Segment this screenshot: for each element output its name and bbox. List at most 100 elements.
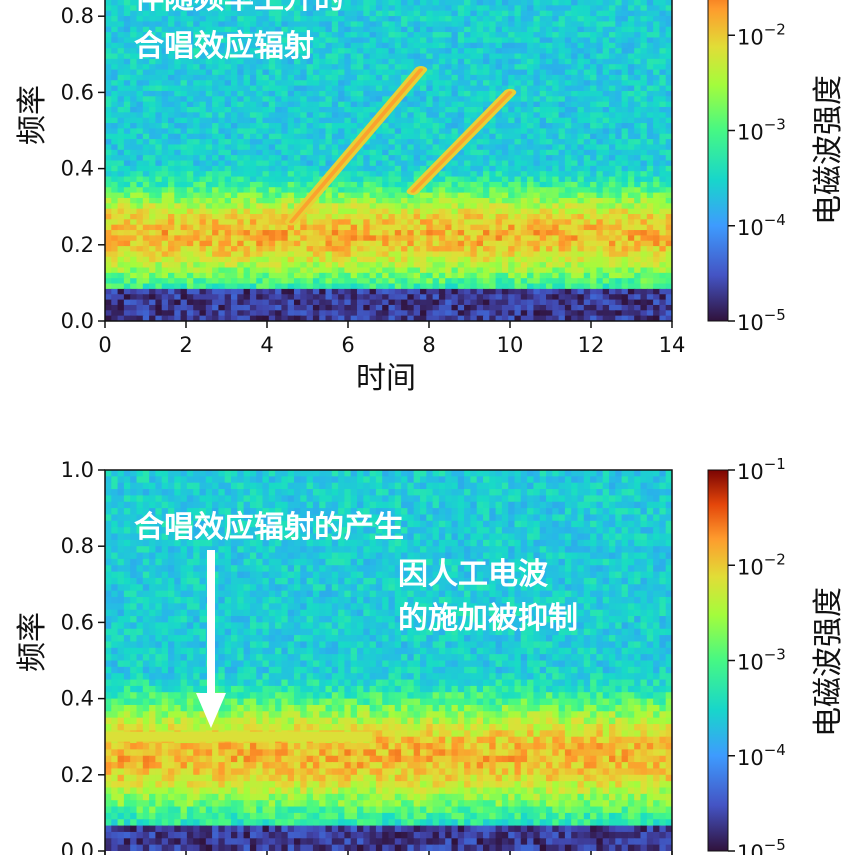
heatmap-cell [199, 10, 207, 17]
heatmap-cell [149, 74, 157, 81]
heatmap-cell [621, 58, 630, 65]
heatmap-cell [577, 267, 585, 274]
heatmap-cell [445, 32, 453, 39]
heatmap-cell [483, 262, 491, 269]
heatmap-cell [653, 85, 661, 92]
heatmap-cell [659, 5, 667, 12]
heatmap-cell [483, 32, 491, 39]
heatmap-cell [438, 144, 447, 151]
heatmap-cell [331, 10, 340, 17]
heatmap-cell [268, 112, 277, 119]
heatmap-cell [325, 16, 333, 23]
heatmap-cell [180, 272, 189, 279]
heatmap-cell [331, 106, 340, 113]
heatmap-cell [117, 176, 126, 183]
heatmap-cell [401, 251, 409, 258]
heatmap-cell [388, 16, 396, 23]
heatmap-cell [646, 32, 655, 39]
heatmap-cell [117, 246, 126, 253]
heatmap-cell [123, 128, 132, 135]
heatmap-cell [161, 224, 170, 231]
heatmap-cell [634, 64, 642, 71]
heatmap-cell [212, 139, 220, 146]
heatmap-cell [438, 26, 447, 33]
heatmap-cell [193, 224, 201, 231]
heatmap-cell [142, 214, 151, 221]
heatmap-cell [640, 155, 648, 162]
heatmap-cell [583, 117, 592, 124]
heatmap-cell [445, 235, 453, 242]
heatmap-cell [445, 85, 453, 92]
heatmap-cell [331, 272, 340, 279]
heatmap-cell [249, 42, 258, 49]
heatmap-cell [287, 128, 296, 135]
heatmap-cell [394, 155, 403, 162]
heatmap-cell [230, 80, 239, 87]
heatmap-cell [243, 112, 252, 119]
heatmap-cell [520, 139, 529, 146]
heatmap-cell [520, 96, 529, 103]
heatmap-cell [212, 224, 220, 231]
heatmap-cell [432, 37, 441, 44]
heatmap-cell [426, 203, 434, 210]
heatmap-cell [382, 283, 390, 290]
heatmap-cell [268, 181, 277, 188]
heatmap-cell [546, 155, 554, 162]
heatmap-cell [344, 58, 352, 65]
heatmap-cell [646, 187, 655, 194]
heatmap-cell [596, 203, 604, 210]
heatmap-cell [256, 128, 264, 135]
heatmap-cell [445, 53, 453, 60]
heatmap-cell [577, 187, 585, 194]
heatmap-cell [394, 26, 403, 33]
heatmap-cell [558, 235, 567, 242]
heatmap-cell [514, 171, 522, 178]
heatmap-cell [401, 144, 409, 151]
heatmap-cell [142, 133, 151, 140]
heatmap-cell [275, 294, 283, 301]
heatmap-cell [457, 256, 466, 263]
heatmap-cell [445, 128, 453, 135]
heatmap-cell [142, 278, 151, 285]
heatmap-cell [388, 90, 396, 97]
heatmap-cell [508, 160, 516, 167]
heatmap-cell [640, 230, 648, 237]
heatmap-cell [174, 69, 182, 76]
heatmap-cell [287, 21, 296, 28]
heatmap-cell [161, 235, 170, 242]
heatmap-cell [218, 48, 226, 55]
heatmap-cell [205, 69, 214, 76]
heatmap-cell [218, 246, 226, 253]
heatmap-cell [546, 16, 554, 23]
heatmap-cell [243, 90, 252, 97]
heatmap-cell [583, 128, 592, 135]
heatmap-cell [218, 181, 226, 188]
heatmap-cell [665, 48, 672, 55]
heatmap-cell [243, 203, 252, 210]
heatmap-cell [130, 128, 138, 135]
heatmap-cell [325, 32, 333, 39]
heatmap-cell [602, 101, 611, 108]
heatmap-cell [388, 187, 396, 194]
heatmap-cell [489, 53, 497, 60]
heatmap-cell [161, 53, 170, 60]
heatmap-cell [344, 0, 352, 7]
heatmap-cell [445, 0, 453, 7]
heatmap-cell [407, 230, 415, 237]
heatmap-cell [514, 256, 522, 263]
heatmap-cell [105, 0, 113, 7]
heatmap-cell [552, 16, 560, 23]
heatmap-cell [111, 139, 119, 146]
heatmap-cell [627, 48, 636, 55]
heatmap-cell [483, 53, 491, 60]
heatmap-cell [533, 5, 541, 12]
heatmap-cell [634, 80, 642, 87]
heatmap-cell [394, 101, 403, 108]
heatmap-cell [394, 203, 403, 210]
heatmap-cell [438, 272, 447, 279]
heatmap-cell [546, 181, 554, 188]
heatmap-cell [105, 160, 113, 167]
heatmap-cell [634, 165, 642, 172]
heatmap-cell [596, 90, 604, 97]
heatmap-cell [552, 133, 560, 140]
